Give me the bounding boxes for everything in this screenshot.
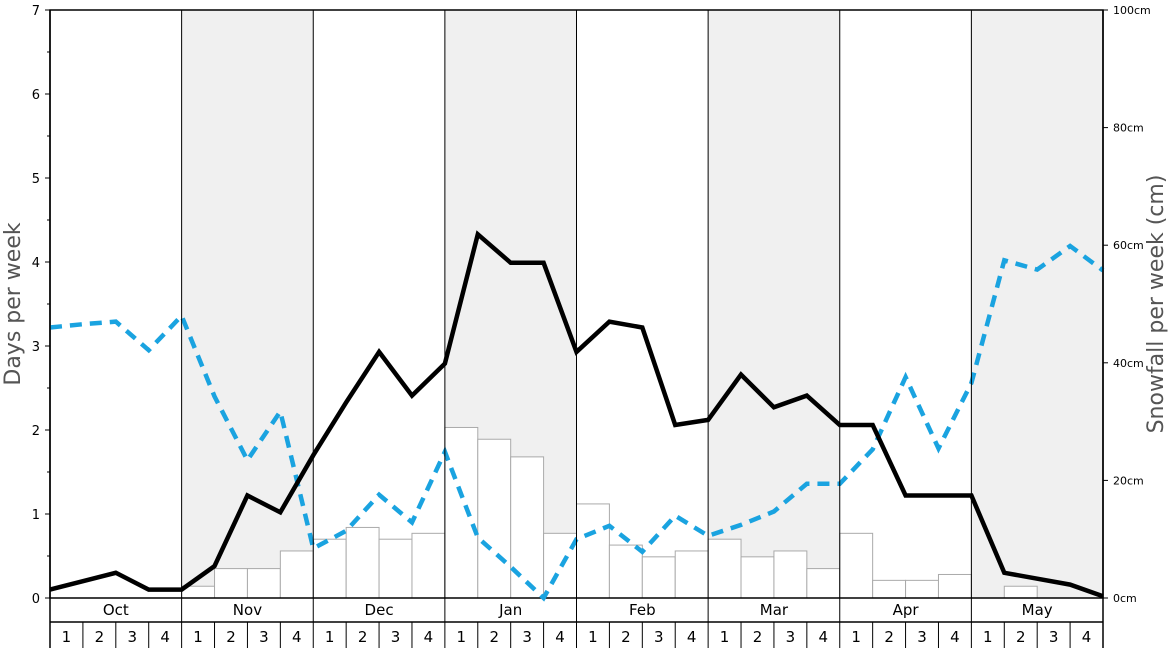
right-axis-title: Snowfall per week (cm): [1144, 175, 1168, 434]
right-tick-label: 40cm: [1113, 357, 1144, 370]
month-label-dec: Dec: [365, 601, 394, 619]
snowfall-bar: [839, 532, 874, 599]
week-label: 2: [753, 628, 763, 646]
right-tick-label: 100cm: [1113, 4, 1151, 17]
month-shades: [181, 10, 1103, 598]
week-label: 4: [819, 628, 829, 646]
week-label: 2: [1016, 628, 1026, 646]
week-label: 2: [489, 628, 499, 646]
left-tick-label: 1: [32, 508, 40, 523]
month-label-feb: Feb: [629, 601, 656, 619]
snowfall-bar: [707, 538, 742, 599]
left-axis-title: Days per week: [1, 222, 26, 385]
week-label: 1: [193, 628, 203, 646]
left-tick-label: 5: [32, 172, 40, 187]
snowfall-bar: [773, 550, 808, 599]
month-label-nov: Nov: [233, 601, 262, 619]
week-label: 2: [95, 628, 105, 646]
right-tick-label: 0cm: [1113, 592, 1137, 605]
week-label: 4: [950, 628, 960, 646]
week-label: 2: [621, 628, 631, 646]
week-label: 2: [226, 628, 236, 646]
snowfall-bar: [608, 544, 643, 599]
week-label: 1: [851, 628, 861, 646]
left-tick-label: 3: [32, 340, 40, 355]
week-label: 2: [358, 628, 368, 646]
week-label: 2: [884, 628, 894, 646]
week-label: 4: [292, 628, 302, 646]
right-tick-label: 60cm: [1113, 239, 1144, 252]
week-label: 4: [160, 628, 170, 646]
right-axis: 0cm 20cm 40cm 60cm 80cm 100cm: [1103, 4, 1151, 605]
month-shade-nov: [181, 10, 314, 598]
snowfall-bar: [1003, 585, 1038, 599]
week-label: 1: [325, 628, 335, 646]
week-row: 1 2 3 4 1 2 3 4 1 2 3 4 1 2 3 4 1 2 3 4 1 2 3 4 1 2 3 4 1 2 3 4: [62, 622, 1092, 648]
snowfall-bar: [214, 568, 248, 599]
right-tick-label: 20cm: [1113, 474, 1144, 487]
snowfall-bar: [641, 556, 676, 599]
week-label: 3: [917, 628, 927, 646]
snowfall-bar: [345, 526, 380, 599]
snowfall-bar: [411, 532, 446, 599]
left-tick-label: 7: [32, 4, 40, 19]
week-label: 3: [654, 628, 664, 646]
snowfall-bar: [806, 568, 841, 599]
month-label-oct: Oct: [103, 601, 129, 619]
snowfall-bar: [279, 550, 314, 599]
snowfall-bar: [477, 438, 512, 599]
left-tick-label: 0: [32, 592, 40, 607]
left-axis: 0 1 2 3 4 5 6 7: [32, 4, 50, 607]
snowfall-bar: [378, 538, 413, 599]
snowfall-bar: [246, 568, 281, 599]
week-label: 1: [457, 628, 467, 646]
week-label: 1: [588, 628, 598, 646]
snowfall-bar: [674, 550, 709, 599]
snowfall-bar: [937, 573, 972, 599]
week-label: 4: [1082, 628, 1092, 646]
week-label: 3: [1049, 628, 1059, 646]
week-label: 1: [983, 628, 993, 646]
week-label: 3: [391, 628, 401, 646]
week-label: 3: [127, 628, 137, 646]
left-tick-label: 6: [32, 88, 40, 103]
left-tick-label: 4: [32, 256, 40, 271]
snowfall-bar: [312, 538, 347, 599]
month-row: Oct Nov Dec Jan Feb Mar Apr May: [49, 10, 1104, 648]
week-label: 4: [687, 628, 697, 646]
month-label-may: May: [1022, 601, 1053, 619]
week-label: 4: [555, 628, 565, 646]
week-label: 1: [720, 628, 730, 646]
month-shade-mar: [708, 10, 840, 598]
snowfall-bar: [905, 579, 939, 599]
left-tick-label: 2: [32, 424, 40, 439]
month-label-mar: Mar: [760, 601, 789, 619]
right-tick-label: 80cm: [1113, 122, 1144, 135]
month-label-jan: Jan: [498, 601, 522, 619]
snowfall-bar: [740, 556, 775, 599]
week-label: 1: [62, 628, 72, 646]
month-label-apr: Apr: [893, 601, 920, 619]
week-label: 4: [424, 628, 434, 646]
snowfall-bar: [444, 426, 479, 599]
week-label: 3: [522, 628, 532, 646]
week-label: 3: [259, 628, 269, 646]
snowfall-bar: [576, 503, 610, 599]
snowfall-bar: [872, 579, 907, 599]
week-label: 3: [786, 628, 796, 646]
snowfall-bar: [510, 456, 545, 599]
